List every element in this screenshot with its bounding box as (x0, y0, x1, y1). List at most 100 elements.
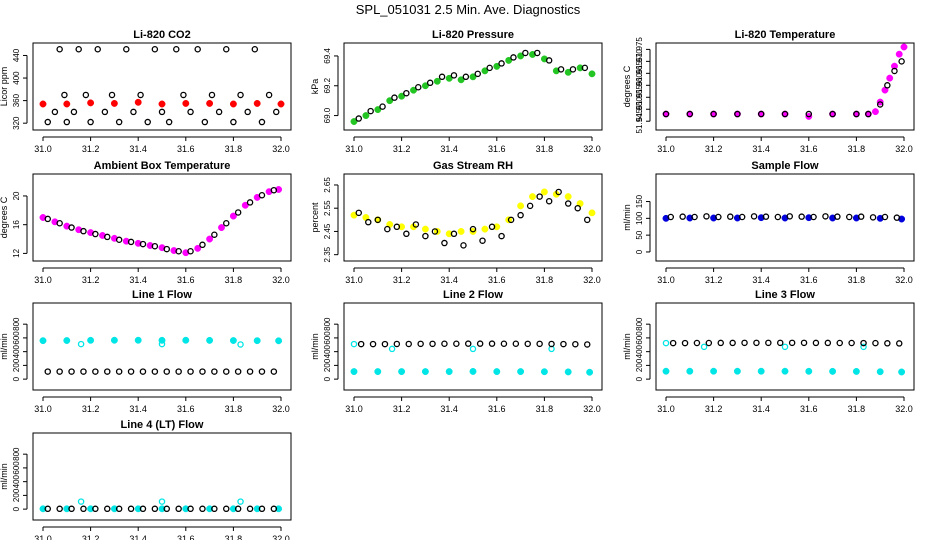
y-tick-label: 51.955 (635, 84, 644, 109)
series-cyan (77, 340, 244, 348)
data-point (139, 240, 147, 248)
panel-1: Li-820 CO2 Licor ppm 31.0 31.2 31.4 31.6 31.8 3… (0, 29, 292, 154)
series-magenta (39, 186, 283, 257)
data-point (757, 367, 765, 375)
data-point (206, 99, 214, 107)
x-tick-label: 31.0 (345, 404, 363, 414)
series-cyan (350, 340, 555, 353)
data-point (560, 340, 567, 348)
data-point (137, 91, 144, 99)
data-point (517, 202, 525, 210)
data-point (853, 110, 860, 118)
data-point (505, 56, 513, 64)
data-point (163, 245, 171, 253)
data-point (139, 368, 147, 375)
data-point (586, 368, 594, 376)
data-point (545, 197, 553, 205)
x-tick-label: 31.2 (393, 275, 411, 285)
x-tick-label: 31.4 (129, 534, 147, 540)
x-tick-label: 31.8 (536, 144, 554, 154)
data-point (110, 336, 118, 344)
data-point (223, 46, 230, 53)
data-point (68, 505, 75, 513)
data-point (139, 505, 147, 513)
x-tick-label: 31.0 (657, 275, 675, 285)
data-point (151, 368, 159, 375)
data-point (381, 340, 389, 348)
data-point (246, 199, 254, 206)
y-axis-label: ml/min (0, 463, 9, 490)
y-tick-label: 51.975 (635, 37, 644, 62)
data-point (199, 505, 206, 513)
data-point (710, 110, 717, 118)
y-tick-label: 400 (12, 474, 21, 488)
data-point (234, 209, 242, 216)
data-point (540, 188, 548, 196)
data-point (848, 339, 855, 347)
data-point (662, 110, 670, 118)
x-tick-label: 31.6 (488, 144, 506, 154)
data-point (450, 72, 458, 79)
x-tick-label: 32.0 (583, 275, 601, 285)
data-point (753, 339, 760, 347)
x-tick-label: 31.2 (393, 144, 411, 154)
data-point (512, 340, 520, 348)
series-black (355, 188, 591, 249)
series-black (44, 505, 278, 513)
data-point (881, 213, 889, 221)
data-point (357, 340, 365, 348)
panel-title: Gas Stream RH (433, 160, 513, 172)
data-point (234, 368, 242, 375)
y-axis-label: percent (310, 202, 320, 233)
x-tick-label: 31.8 (848, 144, 866, 154)
x-tick-label: 31.0 (34, 144, 52, 154)
data-point (350, 368, 358, 376)
x-tick-label: 31.0 (34, 275, 52, 285)
data-point (498, 60, 505, 67)
data-point (405, 340, 412, 348)
data-point (800, 339, 808, 347)
data-point (438, 73, 446, 81)
data-point (163, 368, 171, 375)
plot-frame (655, 173, 915, 262)
y-axis-label: ml/min (622, 333, 632, 360)
x-tick-label: 31.8 (536, 275, 554, 285)
data-point (70, 108, 78, 116)
y-tick-label: 200 (323, 358, 332, 372)
data-point (517, 52, 525, 60)
data-point (201, 118, 209, 126)
data-point (865, 110, 872, 118)
x-tick-label: 32.0 (272, 144, 290, 154)
x-tick-label: 31.8 (225, 534, 243, 540)
data-point (61, 91, 68, 99)
x-tick-label: 32.0 (583, 404, 601, 414)
data-point (757, 110, 765, 118)
x-tick-label: 32.0 (272, 404, 290, 414)
data-point (433, 77, 441, 85)
data-point (265, 91, 273, 99)
series-black (662, 58, 905, 118)
data-point (536, 193, 543, 200)
x-tick-label: 31.2 (82, 534, 100, 540)
data-point (836, 339, 843, 347)
x-tick-label: 31.0 (34, 534, 52, 540)
data-point (87, 505, 95, 513)
panel-8: Line 2 Flow ml/min 31.0 31.2 31.4 31.6 31.8 32.… (310, 289, 603, 414)
data-point (429, 340, 436, 348)
x-tick-label: 31.4 (752, 275, 770, 285)
data-point (258, 191, 266, 199)
y-tick-label: 50 (635, 230, 644, 239)
data-point (576, 64, 584, 72)
data-point (669, 339, 677, 347)
data-point (68, 368, 75, 375)
data-point (80, 368, 87, 375)
data-point (588, 70, 596, 78)
data-point (63, 505, 71, 513)
data-point (223, 219, 230, 227)
data-point (229, 337, 237, 344)
y-tick-label: 200 (12, 488, 21, 502)
data-point (51, 108, 59, 116)
data-point (762, 213, 770, 220)
data-point (63, 337, 71, 344)
data-point (374, 368, 382, 376)
